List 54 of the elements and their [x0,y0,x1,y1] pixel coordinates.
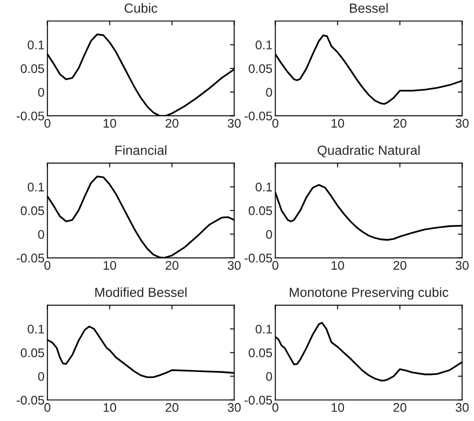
x-tick-label: 20 [394,118,406,128]
x-tick-label: 0 [272,403,278,412]
x-tick-label: 30 [456,260,469,270]
y-tick-label: 0.1 [256,182,272,192]
x-tick-label: 20 [166,403,178,412]
y-tick-label: 0.05 [20,206,44,216]
x-tick-label: 10 [332,260,344,270]
x-tick-label: 10 [104,260,116,270]
y-tick-label: 0.05 [248,348,272,358]
y-tick-label: 0.05 [20,348,44,358]
y-tick-label: 0 [38,230,44,239]
x-tick-label: 0 [44,118,50,128]
x-tick-label: 0 [44,403,50,412]
y-tick-label: 0 [266,88,272,97]
y-tick-label: -0.05 [244,254,272,263]
x-tick-label: 0 [44,260,50,270]
y-tick-label: 0.1 [28,324,44,334]
chart-title: Monotone Preserving cubic [290,287,448,300]
y-tick-label: 0 [266,230,272,239]
y-tick-label: 0.1 [28,40,44,50]
chart-title: Cubic [124,3,158,13]
x-tick-label: 20 [166,118,178,128]
y-tick-label: -0.05 [16,112,44,120]
x-tick-label: 10 [332,403,344,412]
x-tick-label: 20 [394,260,406,270]
x-tick-label: 10 [104,118,116,128]
y-tick-label: -0.05 [244,112,272,120]
y-tick-label: -0.05 [16,396,44,405]
x-tick-label: 10 [104,403,116,412]
y-tick-label: 0.1 [28,182,44,192]
y-tick-label: 0.05 [248,64,272,74]
chart-title: Financial [115,145,166,155]
x-tick-label: 30 [228,260,241,270]
y-tick-label: 0.1 [256,40,272,50]
x-tick-label: 0 [272,118,278,128]
chart-title: Bessel [350,3,388,13]
x-tick-label: 0 [272,260,278,270]
y-tick-label: -0.05 [244,396,272,405]
y-tick-label: 0.1 [256,324,272,334]
x-tick-label: 30 [456,118,469,128]
x-tick-label: 30 [228,403,241,412]
x-tick-label: 10 [332,118,344,128]
chart-title: Quadratic Natural [318,145,420,158]
x-tick-label: 20 [166,260,178,270]
x-tick-label: 20 [394,403,406,412]
y-tick-label: 0 [38,88,44,97]
x-tick-label: 30 [228,118,241,128]
chart-title: Modified Bessel [95,287,187,298]
y-tick-label: 0.05 [248,206,272,216]
x-tick-label: 30 [456,403,469,412]
y-tick-label: 0 [38,372,44,381]
y-tick-label: 0 [266,372,272,381]
y-tick-label: -0.05 [16,254,44,263]
y-tick-label: 0.05 [20,64,44,74]
